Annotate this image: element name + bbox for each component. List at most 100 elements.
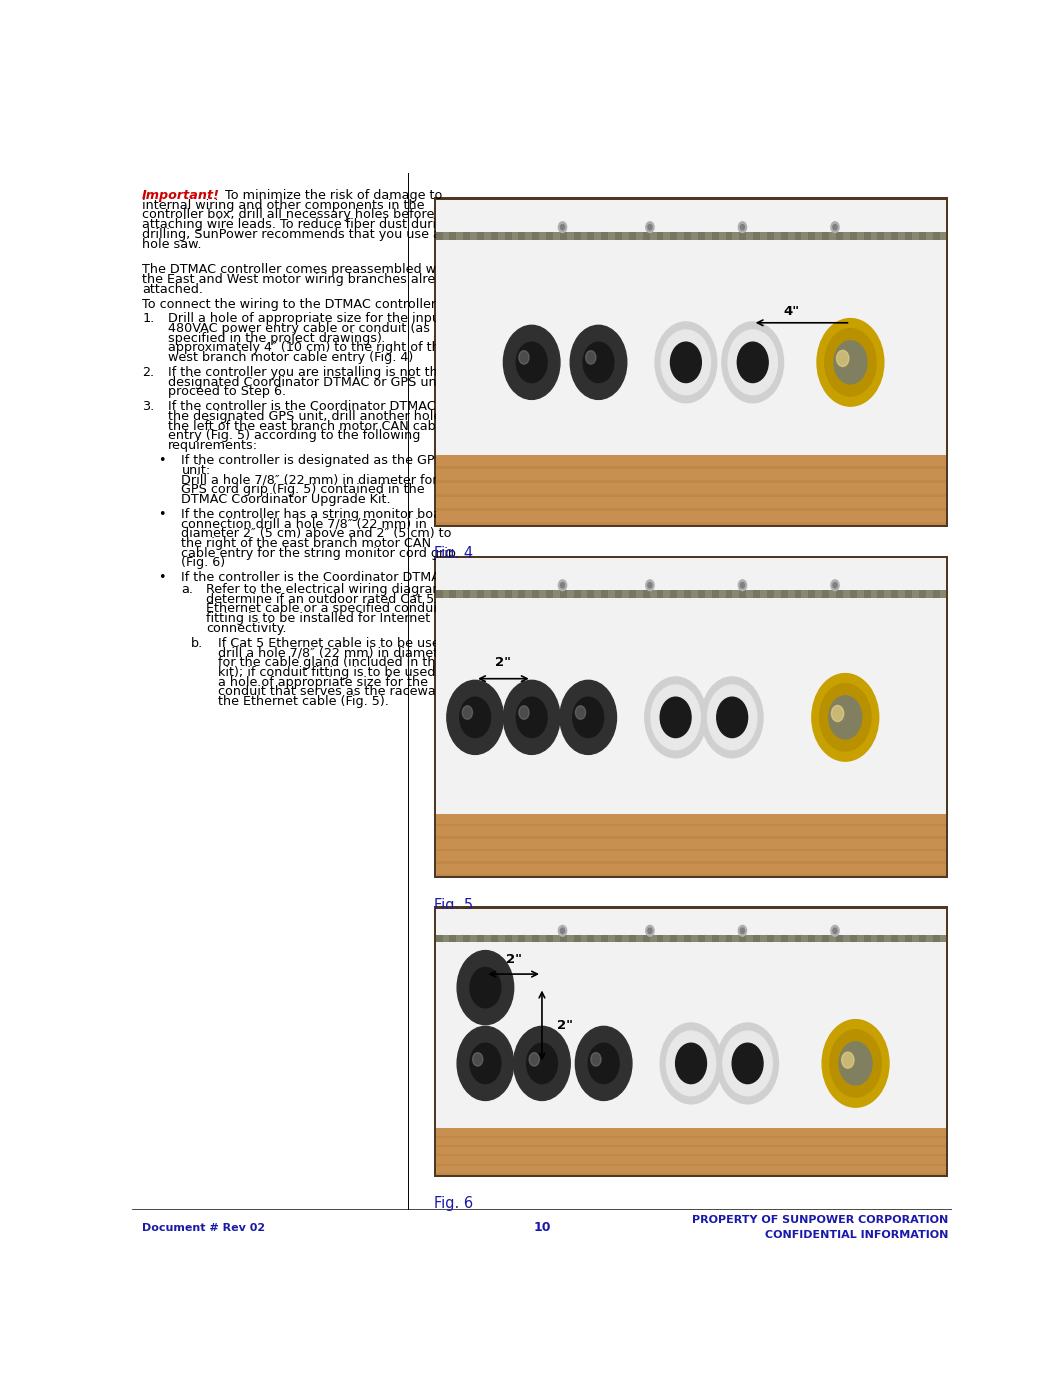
Circle shape	[737, 342, 768, 382]
Text: diameter 2″ (5 cm) above and 2″ (5 cm) to: diameter 2″ (5 cm) above and 2″ (5 cm) t…	[182, 527, 452, 540]
Text: •: •	[159, 508, 166, 520]
Bar	[905, 232, 912, 240]
Bar	[491, 935, 497, 942]
Bar	[642, 590, 650, 598]
Bar	[808, 232, 816, 240]
Bar	[657, 935, 663, 942]
Bar	[532, 935, 540, 942]
Circle shape	[817, 318, 883, 406]
Circle shape	[667, 1031, 715, 1095]
Circle shape	[514, 1027, 570, 1101]
Bar	[436, 848, 947, 851]
Bar	[698, 232, 705, 240]
Text: Drill a hole 7/8″ (22 mm) in diameter for the: Drill a hole 7/8″ (22 mm) in diameter fo…	[182, 473, 463, 487]
Bar	[657, 590, 663, 598]
Text: 480VAC power entry cable or conduit (as: 480VAC power entry cable or conduit (as	[168, 322, 431, 335]
Bar	[863, 590, 871, 598]
Bar	[436, 522, 947, 525]
Bar	[615, 590, 622, 598]
Text: attached.: attached.	[142, 283, 203, 296]
Text: drill a hole 7/8″ (22 mm) in diameter: drill a hole 7/8″ (22 mm) in diameter	[218, 646, 452, 660]
Circle shape	[738, 925, 747, 936]
Bar	[560, 590, 567, 598]
Bar	[615, 935, 622, 942]
Bar	[436, 232, 442, 240]
Text: GPS cord grip (Fig. 5) contained in the: GPS cord grip (Fig. 5) contained in the	[182, 483, 425, 497]
Text: If the controller is the Coordinator DTMAC:: If the controller is the Coordinator DTM…	[182, 571, 454, 585]
Text: If the controller you are installing is not the: If the controller you are installing is …	[168, 365, 446, 379]
Bar	[573, 232, 581, 240]
Bar	[436, 908, 947, 936]
Bar	[767, 232, 773, 240]
Bar	[505, 935, 512, 942]
Bar	[933, 232, 940, 240]
Text: Ethernet cable or a specified conduit: Ethernet cable or a specified conduit	[206, 603, 442, 615]
Bar	[434, 907, 948, 1177]
Bar	[877, 590, 884, 598]
Circle shape	[728, 331, 778, 395]
Text: kit); if conduit fitting is to be used, drill: kit); if conduit fitting is to be used, …	[218, 665, 468, 679]
Bar	[436, 199, 947, 233]
Circle shape	[518, 350, 529, 364]
Bar	[463, 935, 470, 942]
Bar	[477, 232, 484, 240]
Text: proceed to Step 6.: proceed to Step 6.	[168, 385, 287, 399]
Circle shape	[822, 1020, 889, 1108]
Text: internal wiring and other components in the: internal wiring and other components in …	[142, 198, 424, 212]
Bar	[546, 590, 553, 598]
Circle shape	[644, 677, 707, 757]
Circle shape	[518, 706, 529, 720]
Bar	[781, 232, 788, 240]
Bar	[436, 1155, 947, 1156]
Circle shape	[559, 925, 567, 936]
Bar	[740, 232, 746, 240]
Bar	[822, 232, 829, 240]
Bar	[795, 590, 802, 598]
Circle shape	[831, 222, 839, 233]
Bar	[850, 590, 857, 598]
Circle shape	[572, 698, 604, 738]
Bar	[436, 232, 947, 240]
Bar	[740, 935, 746, 942]
Circle shape	[462, 706, 473, 720]
Text: hole saw.: hole saw.	[142, 237, 202, 251]
Bar	[450, 232, 456, 240]
Text: 2": 2"	[506, 953, 522, 965]
Circle shape	[834, 340, 867, 384]
Bar	[726, 590, 732, 598]
Text: To minimize the risk of damage to: To minimize the risk of damage to	[221, 188, 442, 202]
Bar	[767, 935, 773, 942]
Circle shape	[446, 681, 504, 755]
Circle shape	[708, 685, 756, 749]
Circle shape	[732, 1043, 763, 1084]
Text: CONFIDENTIAL INFORMATION: CONFIDENTIAL INFORMATION	[765, 1230, 948, 1240]
Bar	[434, 198, 948, 527]
Bar	[587, 935, 595, 942]
Bar	[436, 815, 947, 876]
Bar	[491, 232, 497, 240]
Bar	[753, 232, 760, 240]
Bar	[546, 935, 553, 942]
Bar	[891, 232, 898, 240]
Text: Drill a hole of appropriate size for the input: Drill a hole of appropriate size for the…	[168, 312, 445, 325]
Bar	[477, 590, 484, 598]
Circle shape	[647, 583, 652, 587]
Text: 3.: 3.	[142, 400, 154, 413]
Bar	[601, 935, 608, 942]
Circle shape	[647, 225, 652, 230]
Text: connection drill a hole 7/8″ (22 mm) in: connection drill a hole 7/8″ (22 mm) in	[182, 518, 427, 530]
Circle shape	[470, 967, 500, 1007]
Circle shape	[576, 706, 586, 720]
Circle shape	[647, 928, 652, 933]
Text: DTMAC Coordinator Upgrade Kit.: DTMAC Coordinator Upgrade Kit.	[182, 492, 391, 506]
Bar	[436, 1173, 947, 1175]
Circle shape	[842, 1052, 854, 1069]
Text: controller box, drill all necessary holes before: controller box, drill all necessary hole…	[142, 208, 435, 222]
Circle shape	[811, 674, 879, 762]
Circle shape	[570, 325, 626, 399]
Bar	[601, 232, 608, 240]
Circle shape	[716, 1023, 779, 1103]
Bar	[657, 232, 663, 240]
Circle shape	[660, 698, 691, 738]
Circle shape	[738, 222, 747, 233]
